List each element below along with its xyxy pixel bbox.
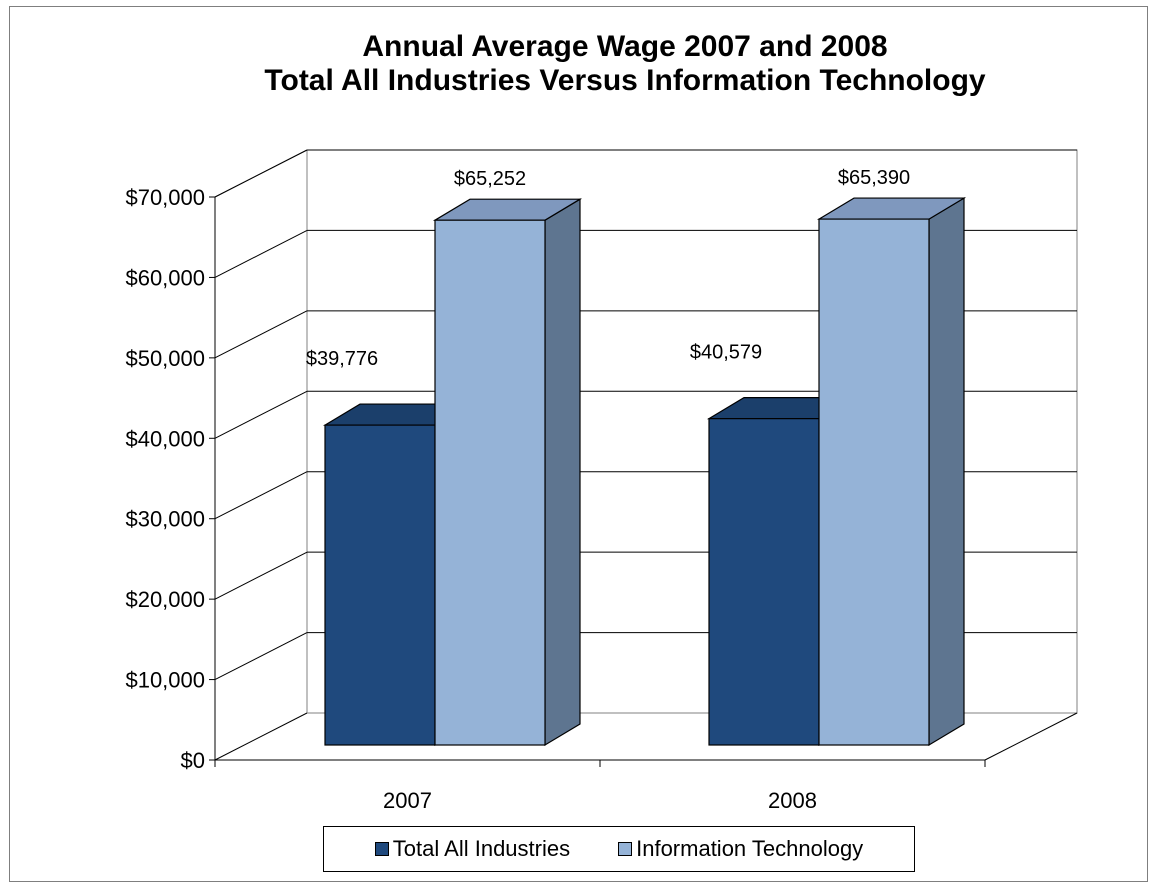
data-label: $39,776: [306, 348, 378, 370]
gridline-side: [214, 632, 308, 681]
floor-right-edge: [984, 712, 1078, 761]
data-label: $65,390: [838, 167, 910, 189]
gridline-side: [214, 551, 308, 600]
bar-front: [434, 219, 546, 746]
chart-frame: [9, 6, 1148, 882]
y-tick-label: $50,000: [125, 346, 205, 371]
data-labels: $39,776 $65,252 $40,579 $65,390: [306, 167, 910, 370]
bar-side: [544, 198, 581, 747]
gridline-side: [214, 149, 308, 198]
bar-information-technology-2008: [816, 197, 967, 747]
y-tick-label: $70,000: [125, 185, 205, 210]
legend: Total All Industries Information Technol…: [323, 826, 915, 872]
data-label: $40,579: [690, 342, 762, 364]
gridline-side: [214, 390, 308, 439]
bars: [322, 197, 967, 747]
x-tick-label: 2007: [383, 788, 432, 813]
bar-information-technology-2007: [432, 198, 583, 747]
y-tick-label: $0: [181, 748, 205, 773]
y-axis: $0 $10,000 $20,000 $30,000 $40,000 $50,000 $60…: [125, 185, 216, 773]
bar-front: [708, 418, 820, 746]
bar-front: [818, 218, 930, 746]
data-label: $65,252: [454, 168, 526, 190]
gridline-side: [214, 310, 308, 359]
legend-label: Information Technology: [636, 836, 864, 861]
legend-item-information-technology: Information Technology: [618, 836, 863, 862]
bar-side: [928, 197, 965, 747]
y-tick-label: $10,000: [125, 668, 205, 693]
legend-label: Total All Industries: [392, 836, 571, 861]
chart-title: Annual Average Wage 2007 and 2008 Total …: [0, 30, 1150, 98]
y-tick-label: $20,000: [125, 587, 205, 612]
floor-left-edge: [214, 712, 308, 761]
legend-swatch-information-technology: [618, 842, 633, 856]
x-axis: 2007 2008: [214, 760, 986, 813]
bar-front: [324, 424, 436, 746]
y-tick-label: $30,000: [125, 507, 205, 532]
chart-title-line1: Annual Average Wage 2007 and 2008: [362, 30, 888, 63]
y-tick-label: $60,000: [125, 265, 205, 290]
legend-item-total-all-industries: Total All Industries: [374, 836, 571, 862]
gridline-side: [214, 229, 308, 278]
gridline-side: [214, 471, 308, 520]
y-tick-label: $40,000: [125, 426, 205, 451]
chart-subtitle: Total All Industries Versus Information …: [264, 64, 986, 97]
x-tick-label: 2008: [768, 788, 817, 813]
legend-swatch-total-all-industries: [374, 842, 389, 856]
